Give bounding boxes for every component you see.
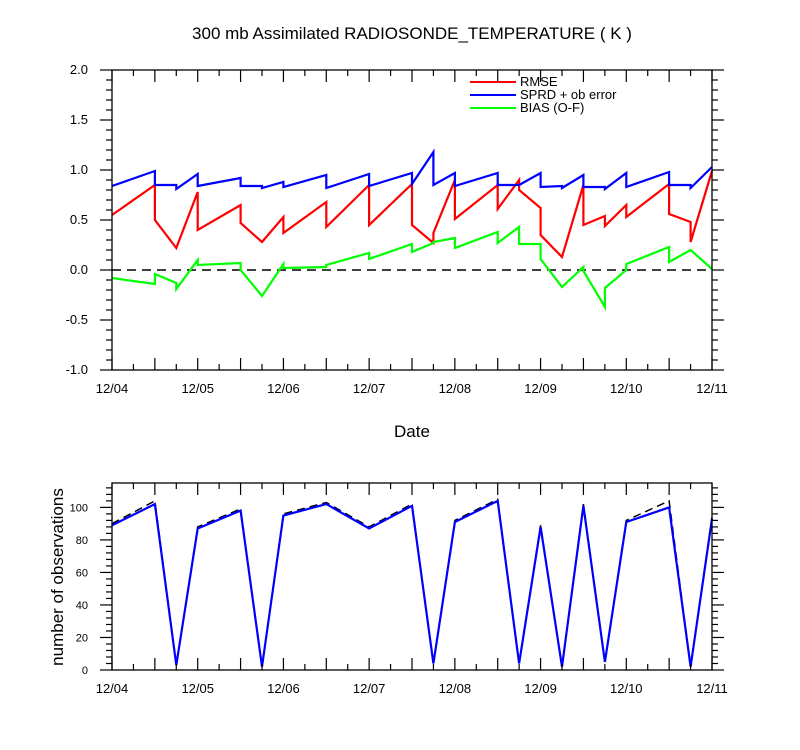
x-tick-label: 12/10 — [610, 681, 643, 696]
x-tick-label: 12/09 — [524, 681, 557, 696]
y-tick-label: 60 — [76, 567, 88, 579]
bottom-chart: 12/04 12/05 12/06 12/07 12/08 12/09 12/10 12/11… — [48, 482, 728, 696]
x-tick-label: 12/06 — [267, 681, 300, 696]
x-tick-label: 12/05 — [181, 381, 214, 396]
top-chart: 300 mb Assimilated RADIOSONDE_TEMPERATUR… — [66, 24, 728, 441]
x-tick-label: 12/08 — [439, 681, 472, 696]
chart-title: 300 mb Assimilated RADIOSONDE_TEMPERATUR… — [192, 24, 632, 43]
series-line-obs-used — [111, 499, 714, 667]
tick-layer: 12/04 12/05 12/06 12/07 12/08 12/09 12/10 12/11… — [70, 483, 728, 696]
y-tick-label: 0.5 — [70, 212, 88, 227]
x-tick-label: 12/05 — [181, 681, 214, 696]
series-layer — [111, 148, 714, 311]
legend-label: SPRD + ob error — [520, 87, 617, 102]
x-axis-label: Date — [394, 422, 430, 441]
series-line-bias-o-f- — [111, 224, 713, 311]
y-axis-label: number of observations — [48, 488, 67, 666]
y-tick-label: 40 — [76, 600, 88, 612]
y-tick-label: 20 — [76, 632, 88, 644]
y-tick-label: 0.0 — [70, 262, 88, 277]
y-tick-label: 1.5 — [70, 112, 88, 127]
x-tick-label: 12/09 — [524, 381, 557, 396]
y-tick-label: 80 — [76, 535, 88, 547]
x-tick-label: 12/11 — [696, 681, 728, 696]
legend-label: RMSE — [520, 74, 558, 89]
x-tick-label: 12/06 — [267, 381, 300, 396]
x-tick-label: 12/10 — [610, 381, 643, 396]
x-tick-label: 12/04 — [96, 381, 129, 396]
x-tick-label: 12/04 — [96, 681, 129, 696]
y-tick-label: 0 — [82, 665, 88, 677]
y-tick-label: -1.0 — [66, 362, 88, 377]
series-line-sprd-ob-error — [111, 148, 713, 192]
legend-label: BIAS (O-F) — [520, 100, 584, 115]
tick-layer: 12/04 12/05 12/06 12/07 12/08 12/09 12/10 12/11… — [66, 62, 728, 396]
y-tick-label: 2.0 — [70, 62, 88, 77]
observation-series-layer — [111, 498, 714, 667]
y-tick-label: 100 — [70, 502, 88, 514]
x-tick-label: 12/11 — [696, 381, 728, 396]
x-tick-label: 12/07 — [353, 681, 386, 696]
x-tick-label: 12/07 — [353, 381, 386, 396]
series-line-obs-possible — [111, 498, 713, 667]
y-tick-label: 1.0 — [70, 162, 88, 177]
y-tick-label: -0.5 — [66, 312, 88, 327]
x-tick-label: 12/08 — [439, 381, 472, 396]
